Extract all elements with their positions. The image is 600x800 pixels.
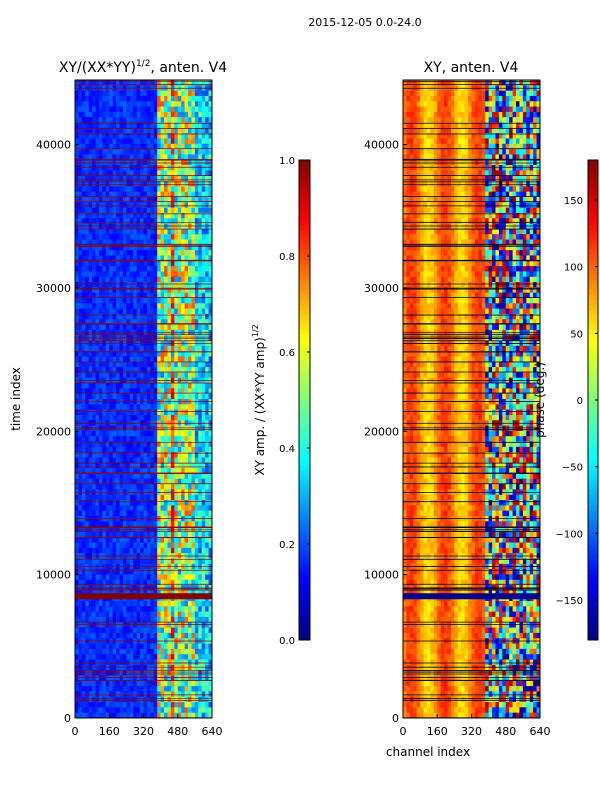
x-tick-label: 480 — [495, 725, 516, 738]
colorbar-tick-label: 0.6 — [279, 348, 295, 359]
y-tick-label: 30000 — [364, 282, 399, 295]
y-tick-label: 10000 — [364, 569, 399, 582]
right-colorbar-label: phase (deg.) — [533, 362, 547, 438]
left-title-sup: 1/2 — [136, 59, 150, 69]
y-tick-label: 0 — [64, 712, 71, 725]
right-heatmap — [403, 80, 541, 719]
right-yaxis: 0 10000 20000 30000 40000 — [364, 139, 407, 725]
colorbar-tick-label: 0.4 — [279, 444, 295, 455]
left-panel-title: XY/(XX*YY)1/2, anten. V4 — [59, 59, 227, 76]
y-tick-label: 40000 — [364, 139, 399, 152]
right-colorbar-ticks: 150 100 50 0 −50 −100 −150 — [556, 196, 598, 607]
left-heatmap — [75, 80, 213, 719]
y-tick-label: 30000 — [36, 282, 71, 295]
colorbar-tick-label: −150 — [556, 596, 583, 607]
right-xaxis: 0 160 320 480 640 — [400, 714, 551, 738]
x-tick-label: 0 — [72, 725, 79, 738]
right-panel: XY, anten. V4 0 160 320 480 640 0 10000 20000 3… — [364, 60, 551, 759]
colorbar-tick-label: 0.2 — [279, 540, 295, 551]
figure-suptitle: 2015-12-05 0.0-24.0 — [308, 16, 421, 29]
right-colorbar-gradient — [588, 160, 598, 641]
x-tick-label: 160 — [99, 725, 120, 738]
left-ylabel: time index — [9, 367, 23, 431]
left-colorbar: 0.0 0.2 0.4 0.6 0.8 1.0 XY amp. / (XX*YY amp)… — [251, 156, 311, 647]
x-tick-label: 160 — [427, 725, 448, 738]
left-yaxis: 0 10000 20000 30000 40000 — [36, 139, 79, 725]
left-title-main: XY/(XX*YY) — [59, 60, 136, 76]
x-tick-label: 0 — [400, 725, 407, 738]
left-xaxis: 0 160 320 480 640 — [72, 714, 223, 738]
left-colorbar-label: XY amp. / (XX*YY amp)1/2 — [251, 324, 267, 475]
right-xlabel: channel index — [386, 745, 470, 759]
x-tick-label: 640 — [202, 725, 223, 738]
right-panel-title: XY, anten. V4 — [424, 60, 519, 76]
colorbar-tick-label: 50 — [570, 329, 583, 340]
colorbar-tick-label: 100 — [564, 263, 583, 274]
colorbar-tick-label: 150 — [564, 196, 583, 207]
colorbar-tick-label: 0.8 — [279, 252, 295, 263]
x-tick-label: 480 — [167, 725, 188, 738]
colorbar-tick-label: −50 — [562, 463, 583, 474]
y-tick-label: 20000 — [36, 425, 71, 438]
right-colorbar: 150 100 50 0 −50 −100 −150 phase (deg.) — [533, 159, 599, 641]
x-tick-label: 640 — [530, 725, 551, 738]
colorbar-tick-label: 0.0 — [279, 636, 295, 647]
y-tick-label: 0 — [392, 712, 399, 725]
left-colorbar-ticks: 0.0 0.2 0.4 0.6 0.8 1.0 — [279, 156, 310, 647]
y-tick-label: 40000 — [36, 139, 71, 152]
colorbar-tick-label: 1.0 — [279, 156, 295, 167]
left-title-tail: , anten. V4 — [150, 60, 227, 76]
y-tick-label: 10000 — [36, 569, 71, 582]
colorbar-tick-label: −100 — [556, 529, 583, 540]
left-cb-label-main: XY amp. / (XX*YY amp) — [253, 337, 267, 475]
x-tick-label: 320 — [133, 725, 154, 738]
x-tick-label: 320 — [461, 725, 482, 738]
left-colorbar-gradient — [299, 160, 310, 641]
y-tick-label: 20000 — [364, 425, 399, 438]
left-cb-label-sup: 1/2 — [251, 324, 260, 337]
left-colorbar-frame — [298, 159, 311, 641]
colorbar-tick-label: 0 — [577, 396, 583, 407]
left-panel: XY/(XX*YY)1/2, anten. V4 0 160 320 480 640 0… — [9, 59, 227, 738]
